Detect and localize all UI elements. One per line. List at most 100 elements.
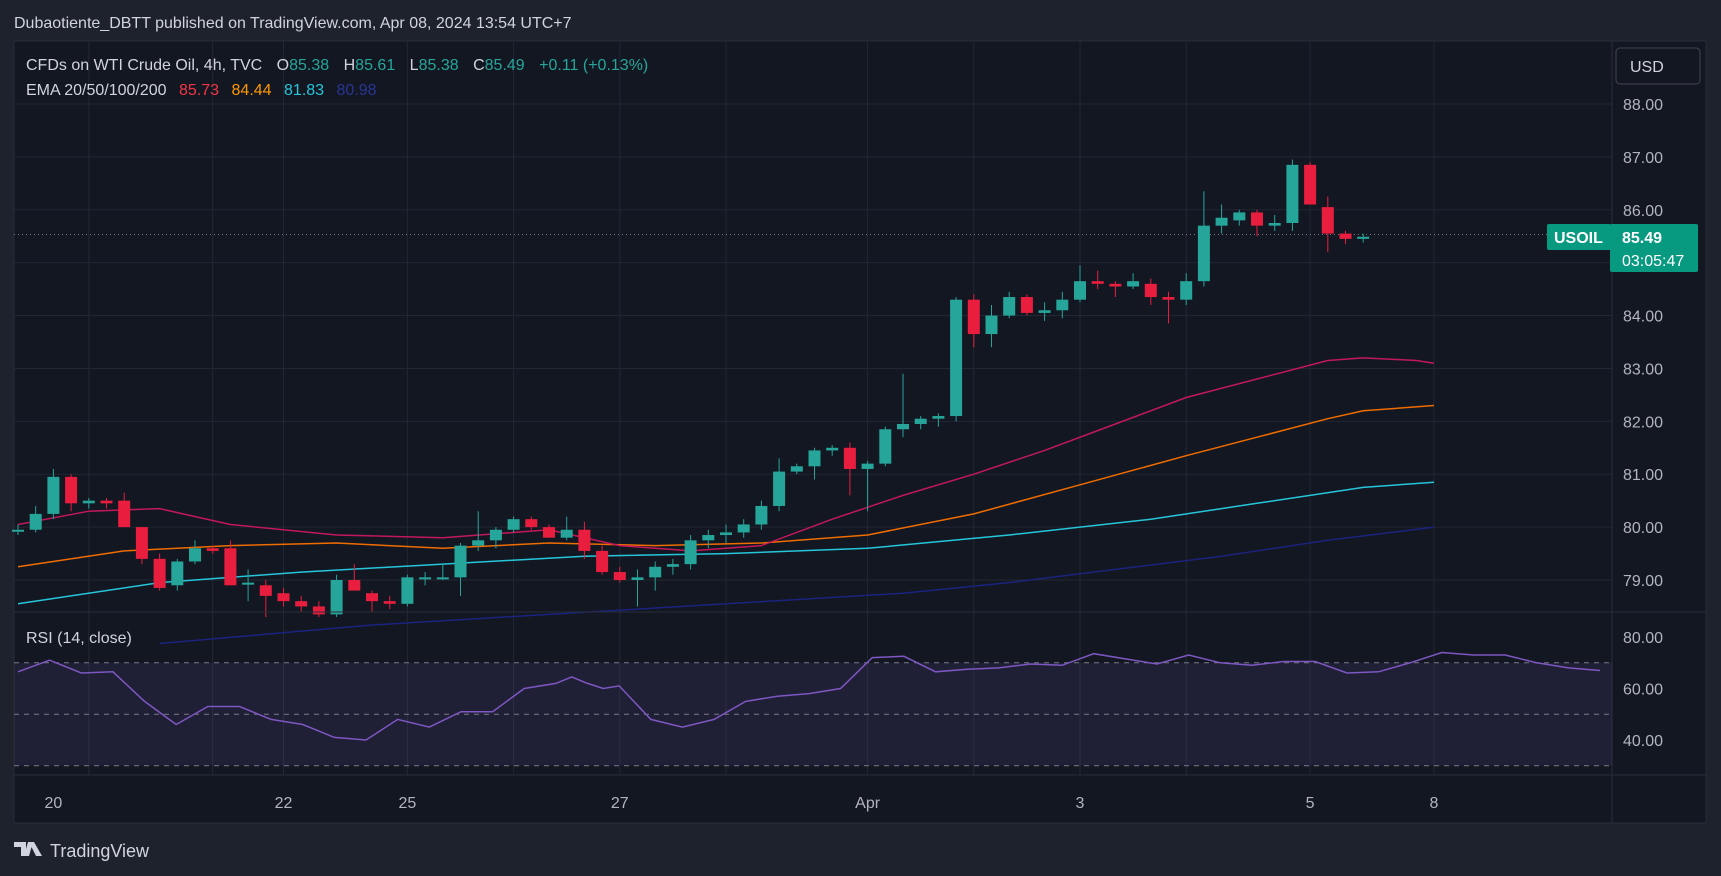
candle xyxy=(1038,302,1051,321)
time-axis[interactable]: 20 22 25 27 Apr 3 5 8 xyxy=(45,795,1439,812)
candle xyxy=(1091,270,1104,290)
candle-body xyxy=(666,564,679,567)
ema20-line xyxy=(17,357,1435,552)
candle-body xyxy=(1074,281,1086,300)
rsi-axis[interactable]: 80.00 60.00 40.00 xyxy=(1623,630,1663,750)
candle-body xyxy=(879,429,892,464)
candle-body xyxy=(29,513,42,530)
candle xyxy=(843,442,856,496)
candle-body xyxy=(1056,299,1069,311)
candle xyxy=(224,540,237,586)
ema-label: EMA 20/50/100/200 xyxy=(26,82,167,99)
currency-button[interactable]: USD xyxy=(1615,47,1701,85)
legend-ohlc: CFDs on WTI Crude Oil, 4h, TVC O85.38 H8… xyxy=(26,57,648,74)
rsi-band xyxy=(14,662,1612,766)
candle xyxy=(82,498,95,509)
candle-body xyxy=(47,476,60,514)
candle xyxy=(295,595,308,612)
candle-body xyxy=(1162,297,1175,300)
candle-body xyxy=(171,561,184,586)
y-tick-label: 83.00 xyxy=(1623,361,1663,378)
candle xyxy=(1304,162,1317,205)
last-price-badge xyxy=(1610,224,1698,272)
candle-body xyxy=(720,532,732,536)
candle xyxy=(967,294,980,348)
candle-body xyxy=(560,529,573,538)
rsi-legend: RSI (14, close) xyxy=(26,630,132,647)
candle-body xyxy=(613,572,626,580)
legend-low: 85.38 xyxy=(419,57,459,74)
footer-brand[interactable]: TradingView xyxy=(50,841,150,861)
x-tick-label: 5 xyxy=(1306,795,1315,812)
candle-body xyxy=(985,315,998,335)
candle-body xyxy=(808,450,821,467)
legend-h-label: H xyxy=(344,57,356,74)
candle-body xyxy=(242,582,255,585)
candle-body xyxy=(1304,164,1317,205)
candle-body xyxy=(259,585,272,596)
candle xyxy=(897,373,909,438)
candle xyxy=(1233,209,1246,226)
rsi-pane xyxy=(14,651,1612,767)
candle-body xyxy=(295,601,308,607)
candle xyxy=(808,447,821,480)
tradingview-logo[interactable]: TradingView xyxy=(14,841,150,861)
candle xyxy=(1020,294,1033,316)
candle xyxy=(1127,273,1140,290)
bar-countdown: 03:05:47 xyxy=(1622,253,1684,270)
legend-l-label: L xyxy=(410,57,419,74)
price-axis[interactable]: 88.0087.0086.0085.0084.0083.0082.0081.00… xyxy=(1623,97,1663,590)
candle-body xyxy=(1268,223,1281,226)
candle xyxy=(1251,209,1263,237)
candle-body xyxy=(649,566,662,578)
candle-body xyxy=(1003,297,1016,316)
candle-body xyxy=(1357,236,1370,239)
ema20-value: 85.73 xyxy=(179,82,219,99)
candle xyxy=(1056,291,1069,319)
candle xyxy=(454,542,467,596)
candle-body xyxy=(383,601,396,604)
candle-body xyxy=(401,577,414,604)
candle xyxy=(189,540,201,565)
candle-body xyxy=(1197,225,1210,282)
main-grid xyxy=(14,41,1612,775)
candle-body xyxy=(1020,297,1033,313)
candle-body xyxy=(189,548,201,562)
candle-body xyxy=(489,529,502,541)
candle xyxy=(65,474,78,512)
currency-button-frame[interactable] xyxy=(1615,47,1701,85)
symbol-badge-text: USOIL xyxy=(1554,230,1603,247)
candle xyxy=(1109,281,1122,298)
candle xyxy=(613,566,626,583)
candle xyxy=(755,500,768,530)
candle xyxy=(1003,291,1016,319)
candle-body xyxy=(454,545,467,578)
x-tick-label: 3 xyxy=(1076,795,1085,812)
candle xyxy=(1074,265,1086,303)
currency-label[interactable]: USD xyxy=(1630,59,1664,76)
candle-body xyxy=(861,463,874,469)
legend-open: 85.38 xyxy=(289,57,329,74)
candle xyxy=(47,468,60,520)
rsi-tick-label: 80.00 xyxy=(1623,630,1663,647)
candle xyxy=(684,535,697,570)
candle-body xyxy=(578,529,591,551)
y-tick-label: 80.00 xyxy=(1623,520,1663,537)
candle xyxy=(1197,191,1210,287)
candle xyxy=(436,564,449,580)
candle xyxy=(242,569,255,602)
y-tick-label: 88.00 xyxy=(1623,97,1663,114)
candle-body xyxy=(1109,283,1122,287)
candle-body xyxy=(950,299,963,417)
candle-body xyxy=(967,299,980,335)
legend-change: +0.11 (+0.13%) xyxy=(539,57,648,74)
candle xyxy=(29,505,42,533)
publisher-line: Dubaotiente_DBTT published on TradingVie… xyxy=(14,15,572,32)
candle xyxy=(914,416,927,430)
candle-body xyxy=(330,580,343,615)
y-tick-label: 81.00 xyxy=(1623,467,1663,484)
candle xyxy=(383,595,396,610)
candle xyxy=(1339,230,1352,245)
candle-body xyxy=(65,476,78,504)
